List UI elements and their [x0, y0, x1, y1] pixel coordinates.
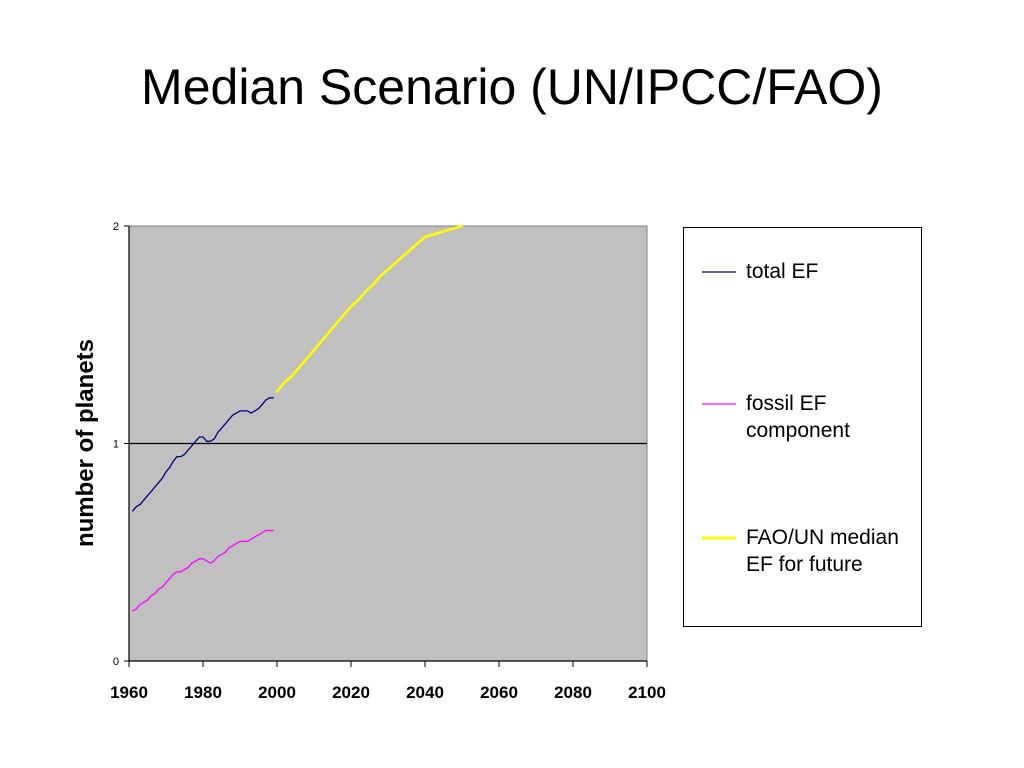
legend: total EF fossil EF component FAO/UN medi… [683, 227, 922, 627]
legend-swatch-total-ef [702, 271, 736, 273]
y-tick-label: 0 [113, 656, 119, 668]
x-tick-label: 2000 [258, 683, 296, 702]
y-tick-label: 2 [113, 221, 119, 233]
y-axis-label: number of planets [72, 338, 99, 548]
series-line-total-ef [132, 397, 274, 512]
legend-entry-total-ef: total EF [702, 258, 921, 285]
series-layer [132, 224, 464, 612]
axes: 1960 1980 2000 2020 2040 2060 2080 2100 0 1 2 [110, 221, 666, 702]
x-tick-label: 2100 [628, 683, 666, 702]
x-tick-label: 2060 [480, 683, 518, 702]
legend-entry-fossil-ef: fossil EF component [702, 390, 921, 444]
x-tick-label: 2040 [406, 683, 444, 702]
series-line-fossil-ef-component [132, 529, 274, 612]
y-tick-label: 1 [113, 439, 119, 451]
x-tick-label: 2020 [332, 683, 370, 702]
series-line-fao-un-median-ef-for-future [275, 224, 464, 393]
legend-label-fossil-ef: fossil EF component [746, 392, 850, 442]
x-tick-label: 2080 [554, 683, 592, 702]
legend-label-fao-un: FAO/UN median EF for future [746, 526, 899, 576]
x-tick-label: 1980 [184, 683, 222, 702]
legend-swatch-fao-un [702, 536, 736, 540]
legend-label-total-ef: total EF [746, 260, 819, 283]
legend-entry-fao-un: FAO/UN median EF for future [702, 524, 921, 578]
x-tick-label: 1960 [110, 683, 148, 702]
legend-swatch-fossil-ef [702, 403, 736, 405]
slide-title: Median Scenario (UN/IPCC/FAO) [141, 59, 883, 115]
